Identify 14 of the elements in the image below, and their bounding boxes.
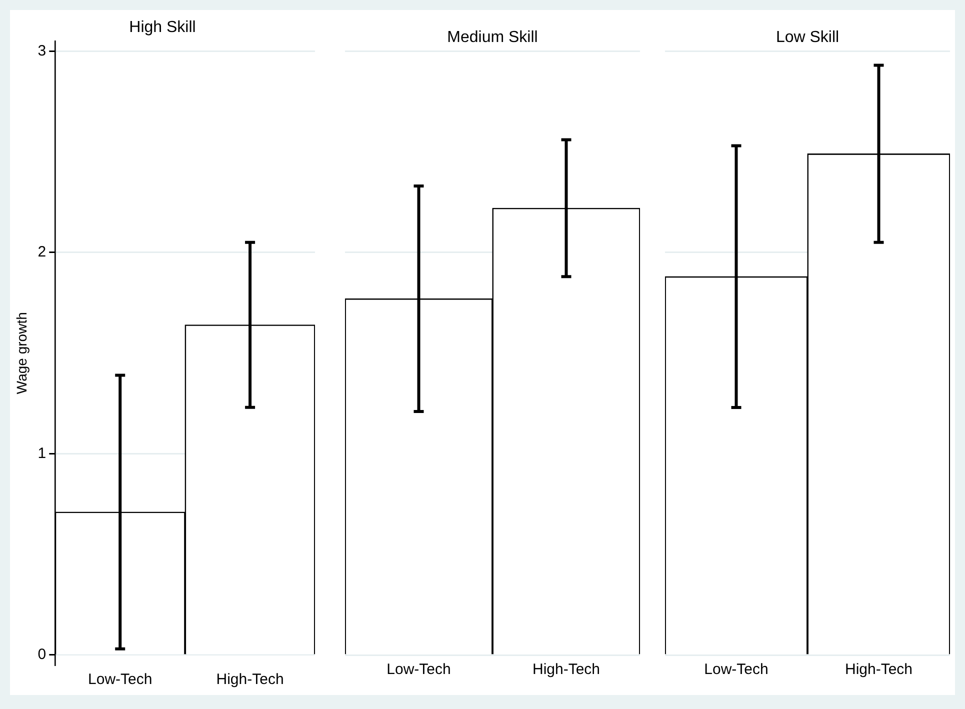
chart-title: High Skill [129,19,196,36]
x-tick-label: Low-Tech [386,661,451,678]
y-tick-label: 2 [38,244,46,261]
chart-title: Medium Skill [447,29,538,46]
y-tick-label: 3 [38,42,46,60]
x-tick-label: High-Tech [216,671,284,688]
x-tick-label: High-Tech [844,661,913,678]
x-tick-label: Low-Tech [88,671,152,688]
chart-title: Low Skill [776,29,840,46]
y-axis-title: Wage growth [13,312,30,394]
x-tick-label: Low-Tech [704,661,768,678]
y-tick-label: 1 [38,444,46,462]
x-tick-label: High-Tech [532,661,600,678]
y-tick-label: 0 [38,646,46,664]
